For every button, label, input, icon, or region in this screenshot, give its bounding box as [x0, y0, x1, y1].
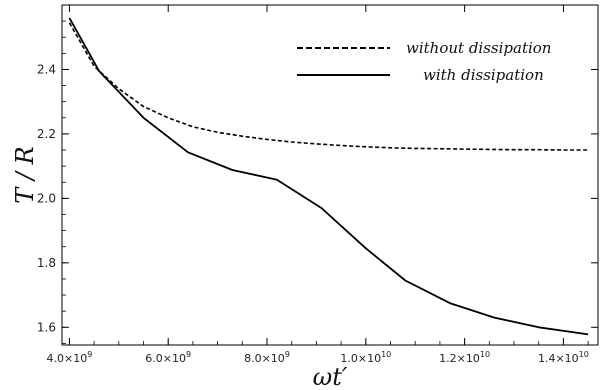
x-tick-label: 1.0×1010 — [340, 350, 391, 365]
y-tick-label: 2.2 — [37, 127, 56, 141]
series-layer — [68, 17, 589, 336]
x-axis-ticks: 4.0×109 6.0×109 8.0×109 1.0×1010 1.2×1010 1.4… — [47, 5, 589, 365]
legend-label-with-dissipation: with dissipation — [423, 66, 544, 84]
y-axis-title: T / R — [11, 146, 39, 203]
x-tick-label: 4.0×109 — [47, 350, 93, 365]
x-tick-label: 6.0×109 — [145, 350, 191, 365]
plot-frame — [61, 4, 599, 346]
y-tick-label: 2.4 — [37, 62, 56, 76]
y-tick-label: 1.6 — [37, 320, 56, 334]
x-tick-label: 8.0×109 — [244, 350, 290, 365]
legend: without dissipation with dissipation — [297, 39, 551, 84]
x-axis-title: ωt′ — [313, 363, 348, 390]
y-axis-ticks: 1.6 1.8 2.0 2.2 2.4 — [37, 4, 598, 344]
x-tick-label: 1.4×1010 — [538, 350, 589, 365]
y-tick-label: 1.8 — [37, 256, 56, 270]
y-tick-label: 2.0 — [37, 191, 56, 205]
series-line-with-dissipation — [68, 17, 589, 336]
legend-label-without-dissipation: without dissipation — [406, 39, 551, 57]
series-line-without-dissipation — [68, 22, 589, 151]
x-tick-label: 1.2×1010 — [439, 350, 490, 365]
